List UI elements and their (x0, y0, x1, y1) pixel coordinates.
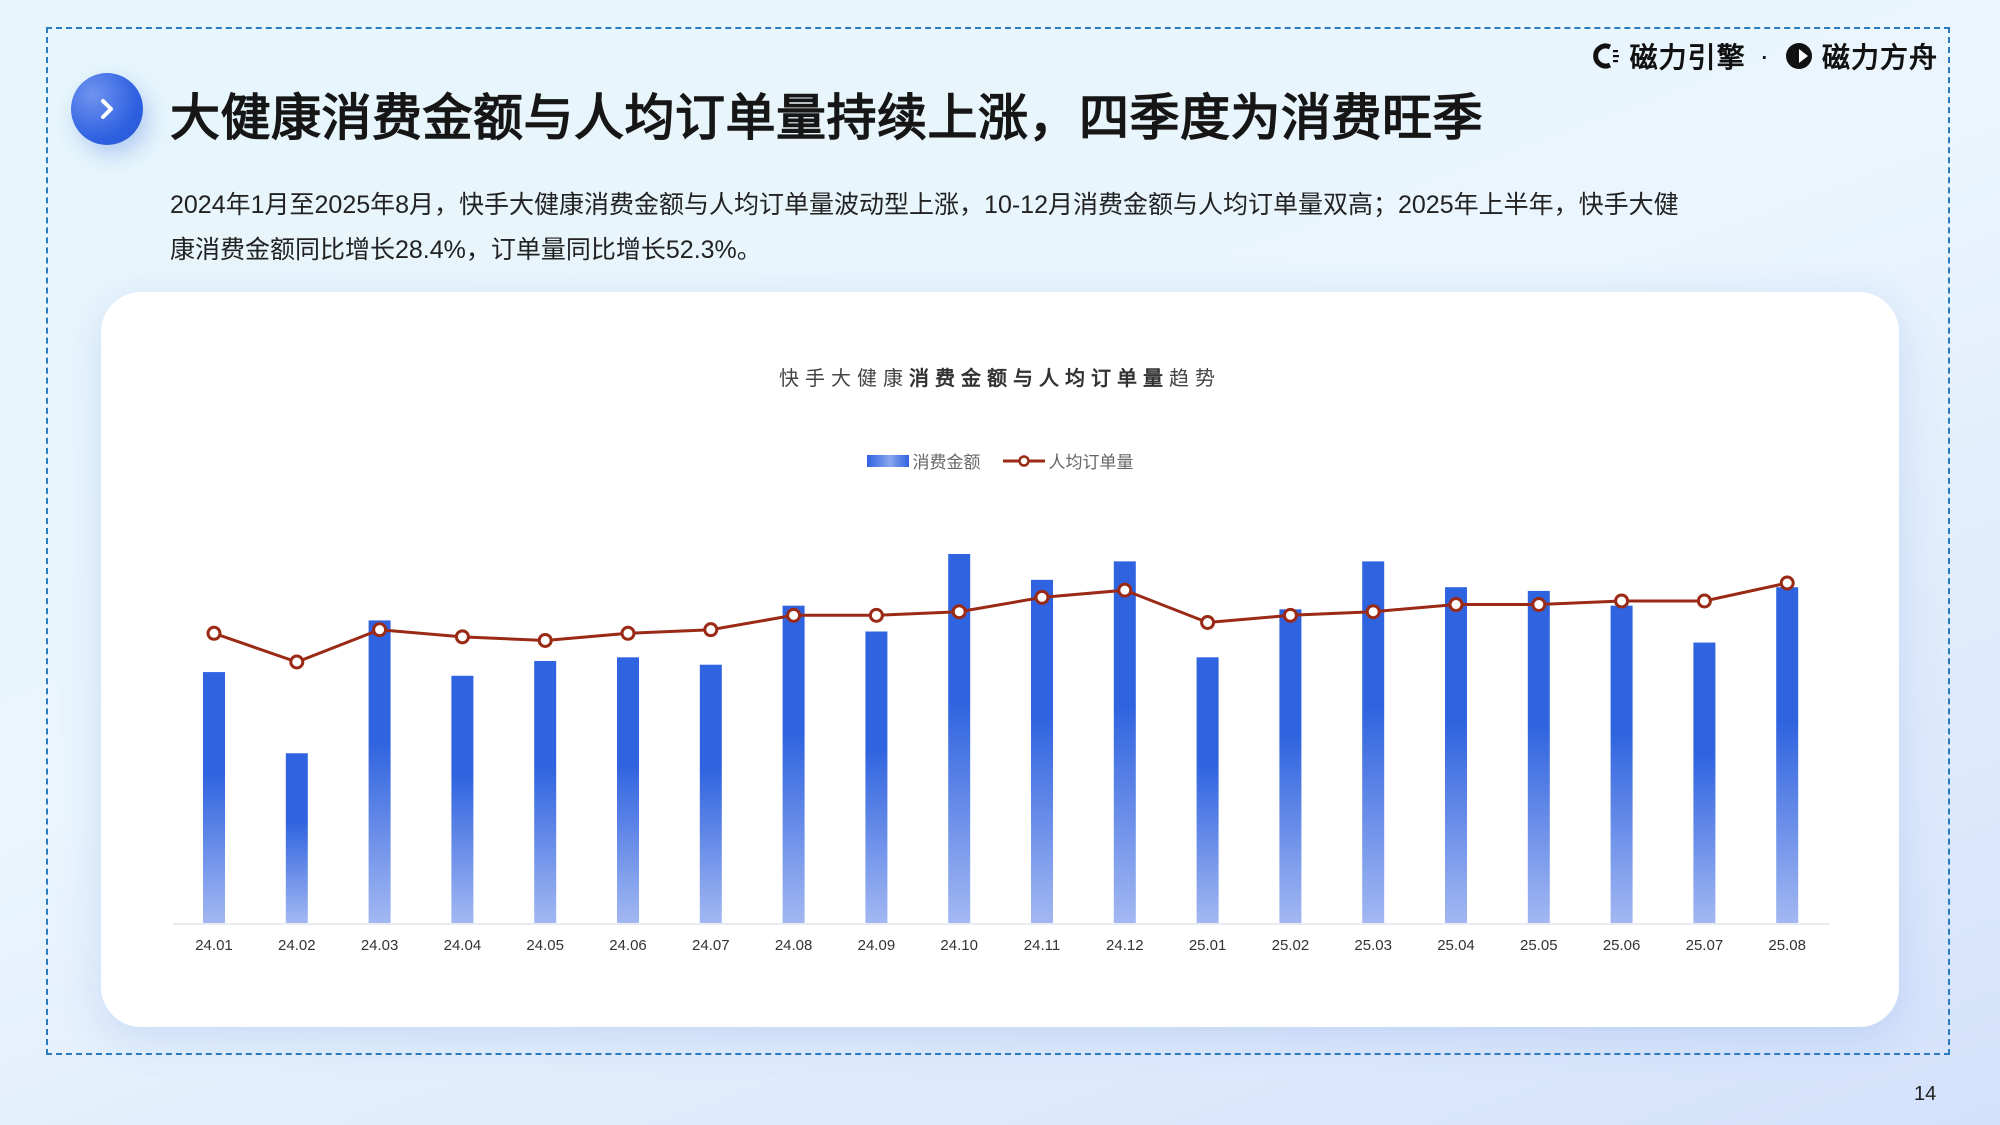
chevron-right-icon (71, 73, 143, 145)
chart-legend: 消费金额 人均订单量 (0, 448, 2000, 473)
logo-text-engine: 磁力引擎 (1629, 42, 1746, 73)
bar-swatch-icon (866, 454, 909, 467)
description-line-2: 康消费金额同比增长28.4%，订单量同比增长52.3%。 (170, 236, 762, 264)
chart-title-prefix: 快手大健康 (779, 368, 909, 390)
dashed-content-frame (46, 27, 1950, 1055)
page-description: 2024年1月至2025年8月，快手大健康消费金额与人均订单量波动型上涨，10-… (170, 183, 1730, 273)
brand-logos: 磁力引擎 · 磁力方舟 (1592, 36, 1938, 76)
description-line-1: 2024年1月至2025年8月，快手大健康消费金额与人均订单量波动型上涨，10-… (170, 191, 1679, 219)
page-number: 14 (1914, 1083, 1937, 1105)
legend-item-spend: 消费金额 (866, 448, 981, 473)
legend-label-spend: 消费金额 (912, 453, 981, 472)
chart-title-suffix: 趋势 (1169, 368, 1221, 390)
legend-label-orders: 人均订单量 (1048, 453, 1134, 472)
page-title: 大健康消费金额与人均订单量持续上涨，四季度为消费旺季 (170, 90, 1483, 146)
logo-separator: · (1759, 40, 1770, 71)
logo-text-fangzhou: 磁力方舟 (1821, 42, 1938, 73)
chart-card (101, 292, 1899, 1027)
legend-item-orders: 人均订单量 (1002, 448, 1134, 473)
cili-fangzhou-logo-icon (1785, 43, 1812, 69)
chart-title: 快手大健康消费金额与人均订单量趋势 (0, 362, 2000, 391)
chart-title-bold: 消费金额与人均订单量 (909, 368, 1169, 390)
cili-engine-logo-icon (1592, 43, 1619, 69)
line-marker-swatch-icon (1002, 454, 1045, 467)
